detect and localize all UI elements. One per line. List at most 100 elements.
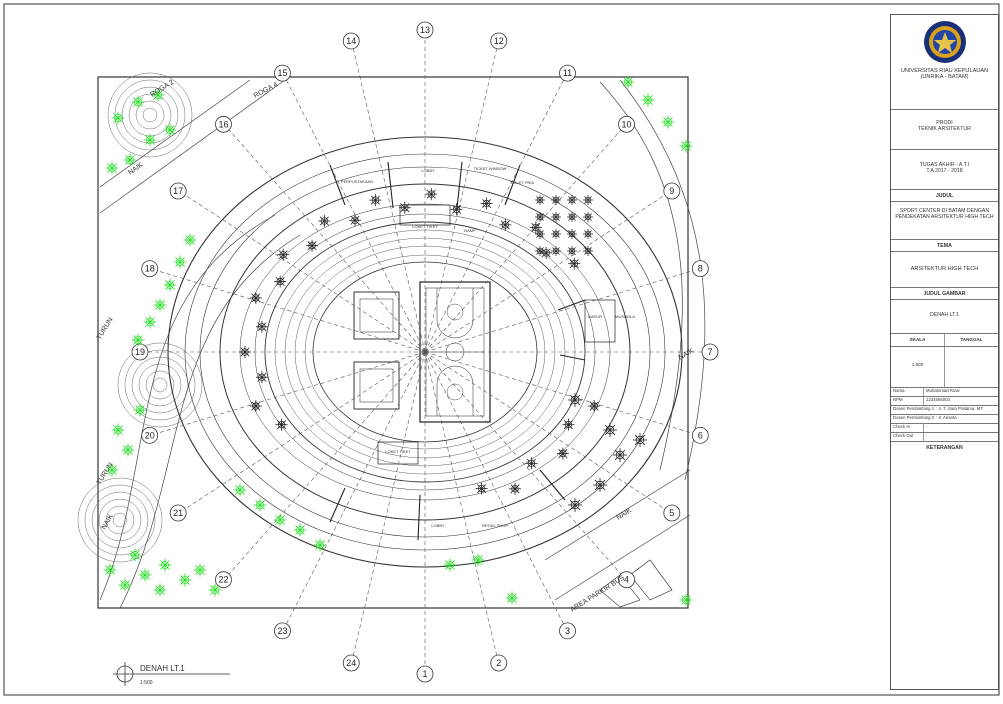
contour-ring <box>124 349 196 421</box>
grid-label: 24 <box>346 658 356 668</box>
tree-green <box>183 233 197 247</box>
tb-row-dosen1: Dosen Pembimbing 1: Ir. T. Sara Pratama,… <box>891 406 998 415</box>
tree-dark <box>567 195 577 205</box>
task-line2: T.A 2017 - 2018 <box>926 168 963 174</box>
npm-key: NPM <box>891 397 924 405</box>
tree-dark <box>306 239 319 252</box>
grid-label: 19 <box>135 347 145 357</box>
tree-green <box>105 463 119 477</box>
room-label-mushola: MUSHOLA <box>615 314 635 319</box>
tree-green <box>163 123 177 137</box>
tanggal-value <box>945 347 998 387</box>
tree-green <box>679 139 693 153</box>
npm-val: 1234556003 <box>926 397 950 402</box>
tree-dark <box>588 400 601 413</box>
tree-green <box>273 513 287 527</box>
room-label-ticket-b: TOILET PRIA <box>510 180 535 185</box>
room-label-loket-bottom: LOKET TIKET <box>385 449 411 454</box>
plan-title: DENAH LT.1 <box>140 664 185 673</box>
grid-label: 21 <box>173 508 183 518</box>
room-label-dapur: DAPUR <box>588 314 602 319</box>
court-small-bottom <box>353 361 400 410</box>
grid-bubble-circle <box>559 64 576 82</box>
grid-label: 10 <box>622 119 632 129</box>
dosen2-key: Dosen Pembimbing 2 <box>893 415 935 420</box>
tree-green <box>128 548 142 562</box>
contour-ring <box>84 484 156 556</box>
tb-scale-date-values: 1:500 <box>891 347 998 388</box>
grid-line <box>424 47 498 353</box>
grid-line <box>424 351 498 657</box>
tree-dark <box>525 457 538 470</box>
tree-green <box>163 278 177 292</box>
tree-green <box>143 133 157 147</box>
tree-dark <box>535 195 545 205</box>
grid-label: 11 <box>563 68 572 78</box>
room-label-loket-top: LOKET TIKET <box>412 224 438 229</box>
tree-green <box>153 298 167 312</box>
road-label-naik-bottom: NAIK <box>615 507 633 522</box>
sheet-border <box>3 3 1000 696</box>
nama-key: Nama <box>891 388 924 396</box>
tree-dark <box>249 400 262 413</box>
university-name: UNIVERSITAS RIAU KEPULAUAN <box>900 68 989 74</box>
tree-dark <box>450 203 463 216</box>
tree-green <box>679 593 693 607</box>
tree-dark <box>567 246 577 256</box>
grid-line <box>285 79 426 353</box>
grid-bubble-circle <box>663 182 681 200</box>
grid-bubble: 3 <box>559 622 576 640</box>
grid-bubble: 22 <box>215 571 232 589</box>
tree-green <box>133 403 147 417</box>
grid-bubble-circle <box>141 260 159 278</box>
tree-green <box>443 558 457 572</box>
tree-dark <box>583 229 593 239</box>
grid-line <box>228 351 426 575</box>
tree-dark <box>568 393 582 407</box>
tree-dark <box>613 448 627 462</box>
grid-bubble-circle <box>416 665 434 683</box>
grid-bubble: 4 <box>618 571 635 589</box>
grid-bubble-circle <box>691 426 709 444</box>
tree-dark <box>593 478 607 492</box>
tree-dark <box>398 201 411 214</box>
grid-bubble: 14 <box>342 32 360 50</box>
check-out-key: Check Out <box>891 433 924 441</box>
tree-dark <box>567 229 577 239</box>
contour-ring <box>98 498 142 542</box>
judul-gambar-label: JUDUL GAMBAR <box>891 288 998 300</box>
contour-ring <box>107 72 193 158</box>
grid-bubble-circle <box>215 115 232 133</box>
tb-university-section: UNIVERSITAS RIAU KEPULAUAN (UNRIKA - BAT… <box>891 15 998 110</box>
prodi-value: TEKNIK ARSITEKTUR <box>918 126 971 132</box>
nama-val: Muhammad Rizal <box>926 388 960 393</box>
tree-green <box>151 88 165 102</box>
dosen1-key: Dosen Pembimbing 1 <box>893 406 935 411</box>
grid-bubble-circle <box>342 32 360 50</box>
keterangan-label: KETERANGAN <box>926 445 963 451</box>
grid-label: 12 <box>494 36 504 46</box>
grid-line <box>184 194 426 353</box>
grid-label: 16 <box>218 119 228 129</box>
grid-bubble: 13 <box>416 21 434 39</box>
contour-ring <box>105 505 135 535</box>
grid-bubble-circle <box>131 343 149 361</box>
grid-label: 20 <box>145 430 155 440</box>
contour-ring <box>135 100 165 130</box>
plan-scale: 1:500 <box>140 680 153 686</box>
tree-dark <box>583 212 593 222</box>
grid-bubble: 7 <box>701 343 719 361</box>
grid-line <box>184 351 426 510</box>
university-short: (UNRIKA - BATAM) <box>920 74 969 80</box>
tb-scale-date-head: SKALA TANGGAL <box>891 334 998 347</box>
grid-bubble-circle <box>416 21 434 39</box>
tree-green <box>158 558 172 572</box>
tree-green <box>178 573 192 587</box>
tree-green <box>661 115 675 129</box>
dosen2-val: : Ir. Ananta <box>936 415 957 420</box>
grid-label: 9 <box>669 186 674 196</box>
room-label-lobby-top: LOBBY <box>421 168 435 173</box>
tree-green <box>208 583 222 597</box>
grid-label: 13 <box>420 25 430 35</box>
